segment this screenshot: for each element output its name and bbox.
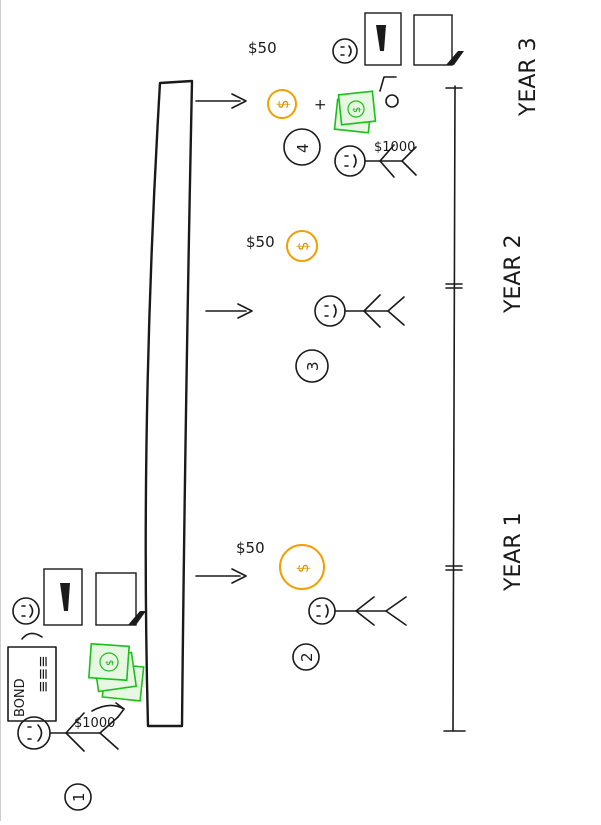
bond-title: BOND xyxy=(13,678,28,717)
timeline xyxy=(452,85,456,732)
coin-year1-symbol: $ xyxy=(294,563,312,573)
coin-year1: $ xyxy=(279,544,325,590)
bond-term-bar xyxy=(144,79,194,728)
bond-lines: ≡≡≡ xyxy=(34,655,52,693)
investor-year3 xyxy=(334,144,417,178)
cash-stack-return: $ xyxy=(333,90,377,134)
investor-year2 xyxy=(314,294,405,328)
step-3-circle: 3 xyxy=(295,349,329,383)
arrow-bond-issuer xyxy=(21,632,43,640)
coin-year3: $ xyxy=(267,89,297,119)
bond-document: BOND ≡≡≡ xyxy=(7,646,57,722)
arrow-head-year1 xyxy=(231,568,247,584)
coin-year2-symbol: $ xyxy=(294,241,312,251)
rotated-content: YEAR 1 YEAR 2 YEAR 3 1 $1000 BOND xyxy=(7,12,541,811)
cash-return-label: $1000 xyxy=(374,140,415,155)
investor-figure xyxy=(17,712,119,752)
coupon-year3-label: $50 xyxy=(248,39,277,57)
principal-label: $1000 xyxy=(74,716,115,731)
coupon-year2-label: $50 xyxy=(246,233,275,251)
cash-stack-principal: $ xyxy=(88,642,145,702)
step-2-circle: 2 xyxy=(292,643,320,671)
issuer-figure xyxy=(12,568,146,626)
step-2-number: 2 xyxy=(298,652,316,662)
arrow-head-year2 xyxy=(237,303,253,319)
year-label-2: YEAR 2 xyxy=(501,234,526,314)
year-label-3: YEAR 3 xyxy=(516,37,541,117)
coin-year2: $ xyxy=(286,230,318,262)
arrow-head-year3 xyxy=(231,93,247,109)
cash-stack-symbol: $ xyxy=(105,660,116,666)
coin-year3-symbol: $ xyxy=(274,99,292,109)
investor-year1 xyxy=(308,596,407,626)
plus-sign: + xyxy=(311,98,329,111)
issuer-year3 xyxy=(332,12,464,108)
coupon-year1-label: $50 xyxy=(236,539,265,557)
step-4-circle: 4 xyxy=(283,128,321,166)
year-label-1: YEAR 1 xyxy=(501,512,526,592)
step-1-number: 1 xyxy=(70,792,88,802)
step-1-circle: 1 xyxy=(64,783,92,811)
step-3-number: 3 xyxy=(304,361,322,371)
cash-return-symbol: $ xyxy=(352,107,363,113)
step-4-number: 4 xyxy=(294,143,312,153)
arrow-head-investor-cash xyxy=(115,702,125,718)
